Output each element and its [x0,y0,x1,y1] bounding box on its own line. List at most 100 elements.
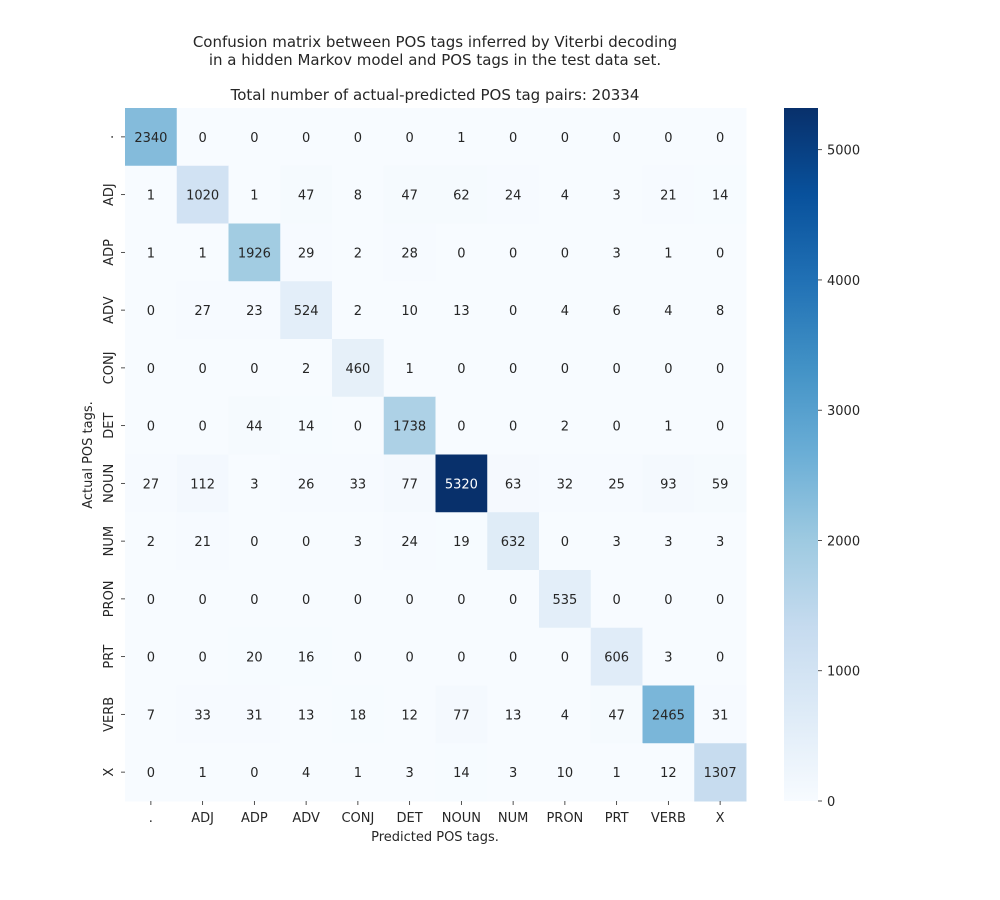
cell-value-label: 29 [298,246,315,261]
heatmap-cell [435,339,488,398]
cell-value-label: 0 [457,420,465,435]
x-tick-label: X [716,811,725,826]
cell-value-label: 3 [250,477,258,492]
cell-value-label: 0 [509,362,517,377]
cell-value-label: 3 [716,535,724,550]
cell-value-label: 0 [457,651,465,666]
heatmap-cell [125,165,178,224]
x-axis-ticks: . ADJ ADP ADV CONJ DET NOUN NUM PRON PRT VERB X [149,801,725,826]
cell-value-label: 14 [298,420,315,435]
heatmap-cell [125,223,178,282]
cell-value-label: 47 [298,189,315,204]
heatmap-cell [332,627,385,686]
heatmap-cell [435,108,488,167]
cell-value-label: 3 [612,246,620,261]
heatmap-cell [539,165,592,224]
y-axis-ticks: . ADJ ADP ADV CONJ DET NOUN NUM PRON PRT VERB X [102,135,125,777]
heatmap-cell [176,570,229,629]
cell-value-label: 1 [198,246,206,261]
colorbar-tick-label: 4000 [827,274,860,289]
cell-value-label: 63 [505,477,522,492]
cell-value-label: 0 [561,362,569,377]
heatmap-cell [487,281,540,340]
y-tick-label: . [102,135,117,139]
x-tick-label: DET [397,811,423,826]
heatmap-cell [176,743,229,802]
cell-value-label: 10 [557,766,574,781]
y-tick-label: PRT [102,645,117,669]
x-tick-label: NOUN [442,811,481,826]
heatmap-cell [642,743,695,802]
cell-value-label: 0 [147,593,155,608]
heatmap-cell [435,281,488,340]
heatmap-cell [228,223,281,282]
heatmap-cell [435,627,488,686]
cell-value-label: 1 [664,246,672,261]
heatmap-cell [280,685,333,744]
heatmap-cell [383,685,436,744]
cell-value-label: 3 [612,189,620,204]
cell-value-label: 24 [401,535,418,550]
cell-value-label: 0 [716,362,724,377]
chart-title-line-1: Confusion matrix between POS tags inferr… [193,33,677,51]
heatmap-cell [125,743,178,802]
x-tick-label: CONJ [341,811,374,826]
cell-value-label: 2465 [652,708,685,723]
heatmap-cell [590,281,643,340]
heatmap-cell [642,281,695,340]
heatmap-cell [125,685,178,744]
cell-value-label: 59 [712,477,729,492]
cell-value-label: 0 [250,593,258,608]
heatmap-cell [642,454,695,513]
heatmap-cell [280,570,333,629]
cell-value-label: 2 [147,535,155,550]
cell-value-label: 606 [604,651,629,666]
cell-value-label: 0 [198,362,206,377]
cell-value-label: 77 [453,708,470,723]
cell-value-label: 2 [302,362,310,377]
cell-value-label: 0 [716,420,724,435]
cell-value-label: 0 [612,362,620,377]
heatmap-cell [228,165,281,224]
heatmap-cell [487,108,540,167]
cell-value-label: 4 [664,304,672,319]
heatmap-cell [590,223,643,282]
y-tick-label: NUM [102,526,117,556]
cell-value-label: 28 [401,246,418,261]
heatmap-cell [228,512,281,571]
cell-value-label: 32 [557,477,574,492]
heatmap-cell [435,743,488,802]
cell-value-label: 0 [716,246,724,261]
cell-value-label: 1 [354,766,362,781]
cell-value-label: 0 [716,651,724,666]
cell-value-label: 1738 [393,420,426,435]
cell-value-label: 0 [147,420,155,435]
heatmap-cell [125,627,178,686]
heatmap-cell [435,223,488,282]
heatmap-cell [694,570,747,629]
cell-value-label: 20 [246,651,263,666]
cell-value-label: 0 [147,651,155,666]
heatmap-cell [176,108,229,167]
colorbar-tick-label: 1000 [827,665,860,680]
cell-value-label: 0 [509,593,517,608]
heatmap-cell [280,396,333,455]
y-tick-label: DET [102,412,117,438]
y-tick-label: VERB [102,697,117,732]
cell-value-label: 27 [143,477,160,492]
cell-value-label: 0 [561,651,569,666]
x-tick-label: PRON [546,811,583,826]
heatmap-cell [176,512,229,571]
colorbar [784,108,818,801]
heatmap-cell [332,223,385,282]
heatmap-cell [590,339,643,398]
cell-value-label: 0 [457,246,465,261]
cell-value-label: 26 [298,477,315,492]
heatmap-cell [332,165,385,224]
heatmap-cell [694,454,747,513]
cell-value-label: 14 [712,189,729,204]
heatmap-cell [590,108,643,167]
y-tick-label: NOUN [102,464,117,503]
cell-value-label: 4 [302,766,310,781]
heatmap-cell [383,512,436,571]
